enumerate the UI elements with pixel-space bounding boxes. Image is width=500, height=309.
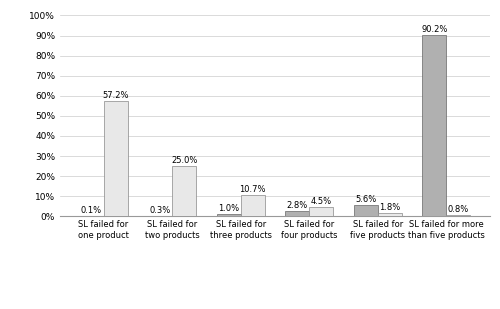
Bar xyxy=(354,205,378,216)
Text: 4.5%: 4.5% xyxy=(310,197,332,206)
Bar xyxy=(422,35,446,216)
Text: 25.0%: 25.0% xyxy=(171,156,198,165)
Bar xyxy=(216,214,240,216)
Bar xyxy=(172,166,196,216)
Bar xyxy=(446,215,470,216)
Text: 0.1%: 0.1% xyxy=(81,206,102,215)
Bar xyxy=(378,213,402,216)
Text: 57.2%: 57.2% xyxy=(102,91,129,100)
Text: 2.8%: 2.8% xyxy=(286,201,308,210)
Text: 10.7%: 10.7% xyxy=(240,185,266,194)
Text: 1.8%: 1.8% xyxy=(379,203,400,212)
Bar xyxy=(286,211,310,216)
Bar xyxy=(104,101,128,216)
Bar xyxy=(240,195,264,216)
Text: 90.2%: 90.2% xyxy=(422,25,448,34)
Text: 0.8%: 0.8% xyxy=(448,205,469,214)
Bar xyxy=(310,207,334,216)
Text: 1.0%: 1.0% xyxy=(218,204,240,213)
Text: 5.6%: 5.6% xyxy=(355,195,376,204)
Text: 0.3%: 0.3% xyxy=(150,206,171,215)
